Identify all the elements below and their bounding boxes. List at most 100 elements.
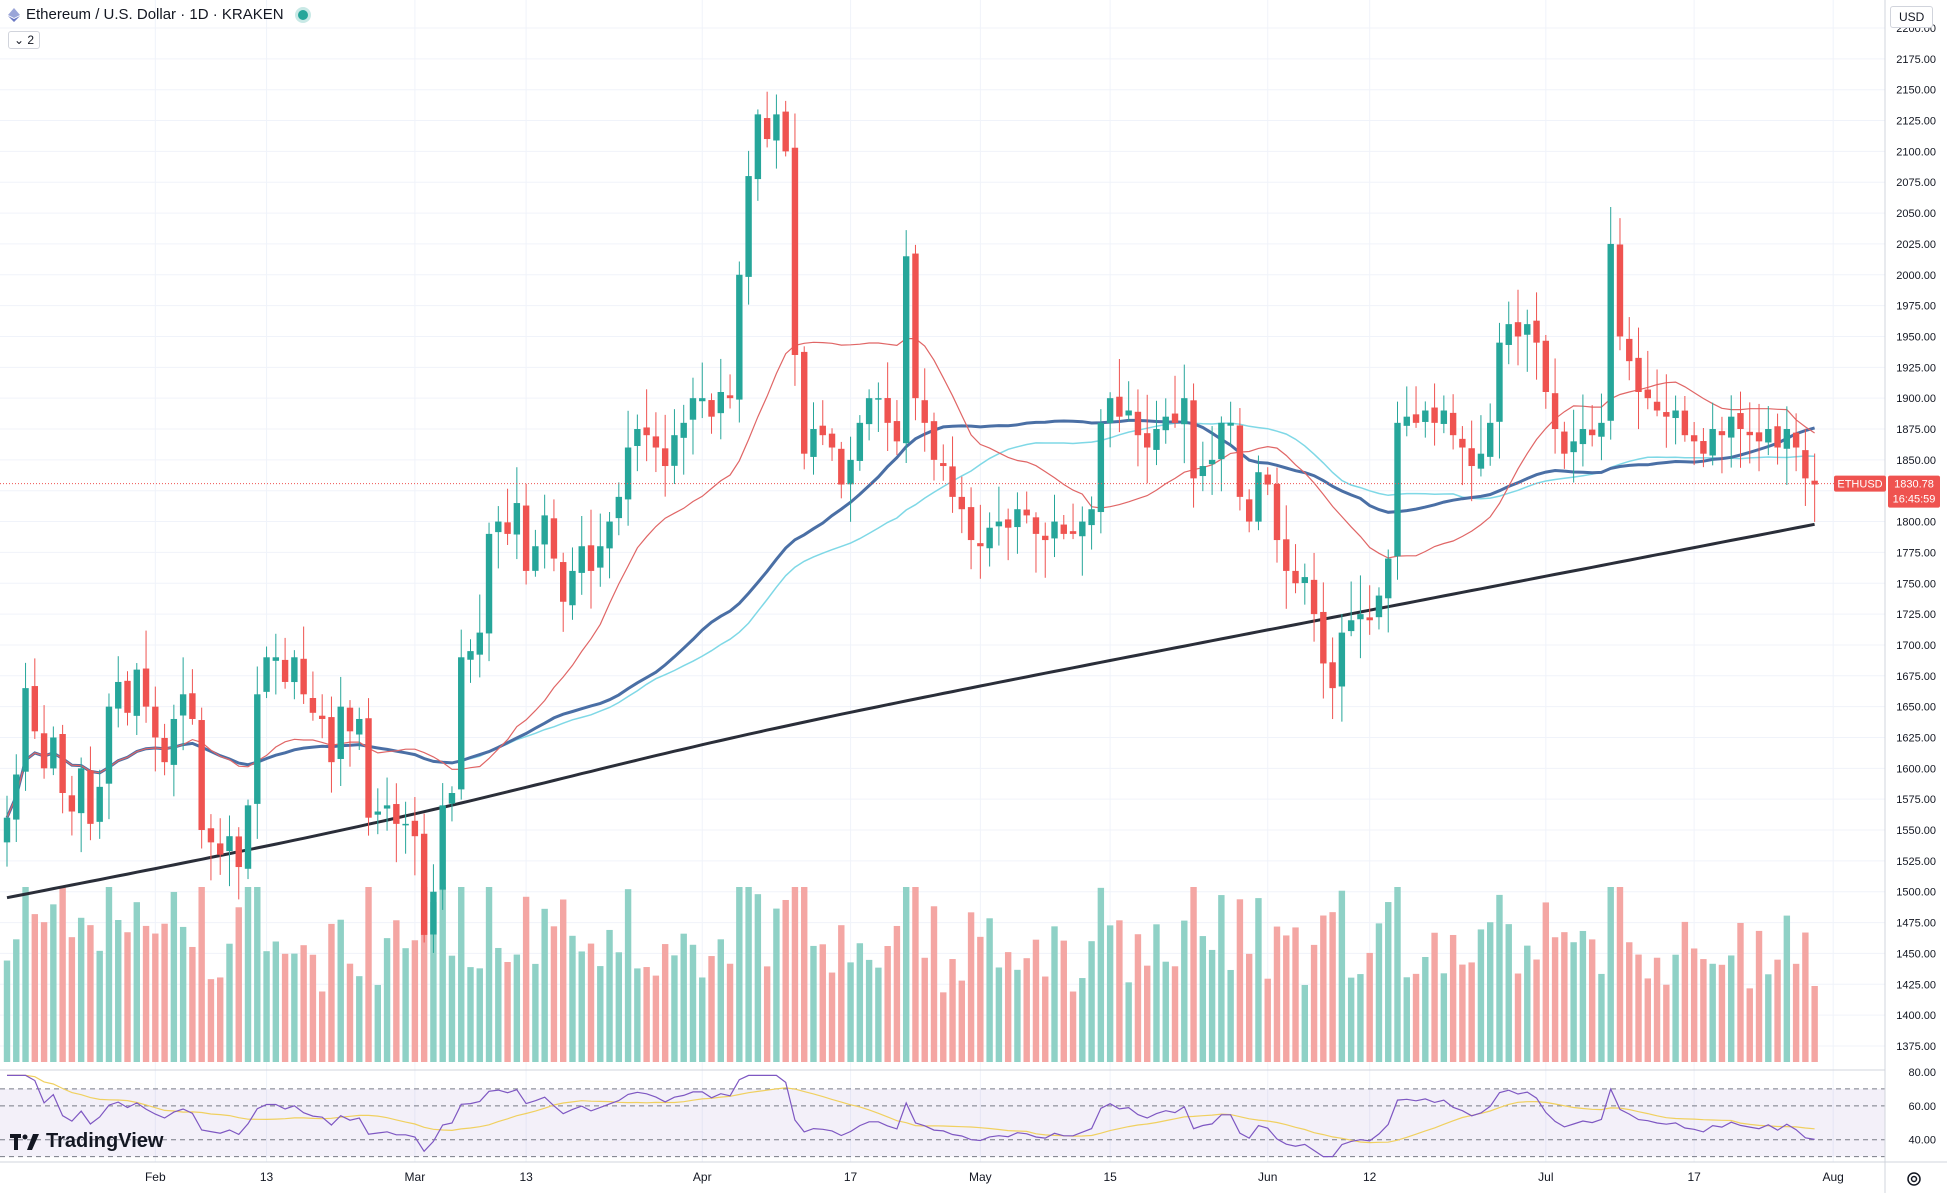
- candle[interactable]: [1357, 575, 1364, 659]
- candle[interactable]: [152, 686, 159, 772]
- candle[interactable]: [912, 244, 919, 421]
- candle[interactable]: [689, 377, 697, 455]
- candle[interactable]: [1588, 405, 1596, 447]
- candle[interactable]: [115, 656, 122, 728]
- candle[interactable]: [1449, 394, 1457, 450]
- candle[interactable]: [921, 368, 928, 452]
- candle[interactable]: [736, 261, 743, 423]
- candle[interactable]: [949, 436, 956, 513]
- candle[interactable]: [643, 389, 650, 462]
- candle[interactable]: [458, 629, 465, 800]
- candle[interactable]: [1412, 386, 1420, 428]
- candle[interactable]: [1690, 421, 1698, 466]
- candle[interactable]: [1079, 506, 1086, 576]
- candle[interactable]: [1755, 403, 1763, 472]
- candle[interactable]: [597, 513, 604, 587]
- candle[interactable]: [1524, 309, 1531, 372]
- candle[interactable]: [1023, 491, 1030, 524]
- candle[interactable]: [1403, 386, 1410, 437]
- candle[interactable]: [13, 754, 20, 843]
- candle[interactable]: [1116, 359, 1123, 433]
- candle[interactable]: [615, 482, 623, 536]
- candle[interactable]: [902, 230, 910, 464]
- indicators-toggle-button[interactable]: ⌄ 2: [8, 31, 41, 49]
- candle[interactable]: [1347, 581, 1355, 637]
- candle[interactable]: [1792, 413, 1800, 472]
- candle[interactable]: [1644, 350, 1651, 410]
- candle[interactable]: [207, 814, 215, 881]
- candle[interactable]: [587, 509, 595, 609]
- candle[interactable]: [1255, 455, 1262, 531]
- candle[interactable]: [50, 726, 57, 776]
- candle[interactable]: [179, 657, 187, 751]
- candle[interactable]: [161, 723, 168, 776]
- candle[interactable]: [522, 483, 530, 585]
- candle[interactable]: [773, 94, 780, 169]
- candle[interactable]: [838, 441, 845, 499]
- candle[interactable]: [504, 488, 511, 545]
- candle[interactable]: [1746, 402, 1753, 464]
- candle[interactable]: [1709, 402, 1716, 466]
- candle[interactable]: [1199, 441, 1207, 492]
- candle[interactable]: [467, 639, 474, 683]
- candle[interactable]: [476, 594, 483, 678]
- candle[interactable]: [847, 436, 854, 522]
- candle[interactable]: [235, 827, 242, 900]
- candle[interactable]: [374, 788, 381, 835]
- candle[interactable]: [402, 801, 409, 854]
- candle[interactable]: [986, 512, 993, 567]
- candle[interactable]: [865, 389, 873, 441]
- candle[interactable]: [1514, 289, 1522, 366]
- candle[interactable]: [1653, 369, 1661, 417]
- candle[interactable]: [244, 799, 252, 880]
- candle[interactable]: [541, 494, 548, 569]
- candle[interactable]: [1551, 358, 1559, 454]
- candle[interactable]: [1097, 409, 1105, 534]
- candle[interactable]: [1264, 467, 1271, 496]
- tradingview-logo[interactable]: TradingView: [10, 1130, 163, 1153]
- candle[interactable]: [1190, 383, 1197, 508]
- candle[interactable]: [1004, 508, 1012, 561]
- candle[interactable]: [1542, 334, 1550, 409]
- candle[interactable]: [699, 362, 706, 419]
- candle[interactable]: [383, 777, 391, 831]
- candle[interactable]: [170, 704, 178, 797]
- candle[interactable]: [1032, 512, 1040, 573]
- candle[interactable]: [495, 506, 502, 569]
- candle[interactable]: [430, 864, 437, 953]
- candle[interactable]: [1218, 416, 1225, 492]
- symbol-title[interactable]: Ethereum / U.S. Dollar · 1D · KRAKEN: [26, 6, 284, 23]
- candle[interactable]: [1181, 364, 1188, 464]
- candle[interactable]: [1069, 503, 1077, 540]
- candle[interactable]: [801, 346, 808, 470]
- candle[interactable]: [87, 746, 94, 841]
- candle[interactable]: [68, 775, 76, 836]
- candle[interactable]: [318, 694, 326, 739]
- candle[interactable]: [995, 486, 1003, 546]
- candle[interactable]: [439, 783, 446, 910]
- candle[interactable]: [1802, 428, 1809, 506]
- candle[interactable]: [1134, 389, 1142, 467]
- candle[interactable]: [1320, 582, 1327, 699]
- candle[interactable]: [1718, 416, 1726, 474]
- candle[interactable]: [1125, 381, 1132, 421]
- candle[interactable]: [1626, 317, 1633, 381]
- candle[interactable]: [652, 412, 660, 473]
- candle[interactable]: [1310, 552, 1318, 642]
- candle[interactable]: [1301, 563, 1308, 605]
- candle[interactable]: [1042, 522, 1049, 578]
- candle[interactable]: [1394, 401, 1401, 580]
- candle[interactable]: [1153, 400, 1160, 466]
- candle[interactable]: [356, 707, 363, 750]
- candle[interactable]: [77, 757, 85, 853]
- candle[interactable]: [1106, 392, 1114, 448]
- candle[interactable]: [1579, 394, 1587, 467]
- candle[interactable]: [1366, 585, 1373, 635]
- candle[interactable]: [1375, 587, 1383, 630]
- candle[interactable]: [1459, 426, 1466, 486]
- candle[interactable]: [448, 786, 456, 822]
- candle[interactable]: [1144, 394, 1151, 484]
- candle[interactable]: [281, 637, 289, 689]
- candle[interactable]: [930, 412, 938, 481]
